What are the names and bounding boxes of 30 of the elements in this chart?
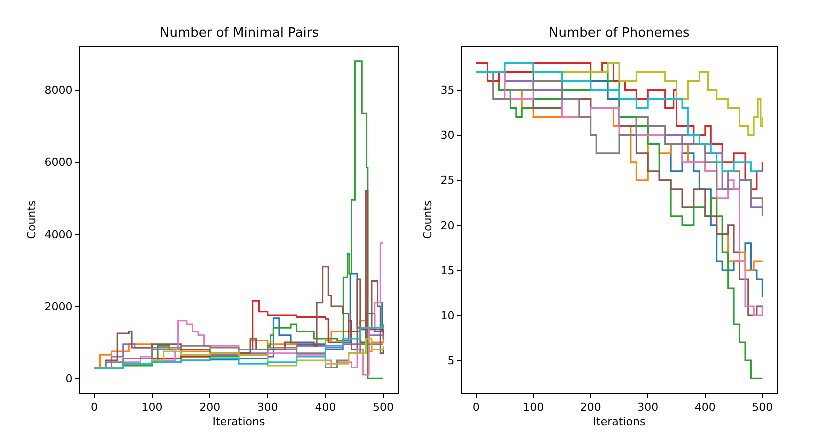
x-tick-label: 300 [257,401,278,414]
x-tick-label: 500 [752,401,774,414]
x-tick-label: 0 [90,401,98,414]
chart-title: Number of Minimal Pairs [160,26,320,41]
y-tick-label: 20 [440,219,455,232]
y-tick-label: 8000 [44,84,73,98]
y-tick-label: 2000 [44,300,73,314]
x-axis-title: Iterations [212,415,266,428]
y-tick-label: 15 [440,264,455,278]
x-axis-title: Iterations [593,415,646,428]
x-tick-label: 300 [638,401,659,414]
x-tick-label: 0 [472,401,480,414]
x-tick-label: 400 [315,401,336,414]
x-tick-label: 100 [523,401,544,414]
y-tick-label: 6000 [44,156,73,170]
x-tick-label: 200 [580,401,602,414]
y-tick-label: 30 [440,129,455,142]
y-tick-label: 5 [448,354,455,368]
y-axis-title: Counts [25,200,38,240]
y-tick-label: 35 [440,84,455,98]
y-tick-label: 0 [66,372,73,386]
x-tick-label: 200 [200,401,221,414]
x-tick-label: 500 [373,401,394,414]
y-axis-title: Counts [421,200,434,240]
y-tick-label: 4000 [44,228,73,242]
y-tick-label: 25 [440,174,455,188]
x-tick-label: 100 [142,401,163,414]
y-tick-label: 10 [440,309,455,322]
x-tick-label: 400 [694,401,716,414]
chart-title: Number of Phonemes [549,26,690,41]
